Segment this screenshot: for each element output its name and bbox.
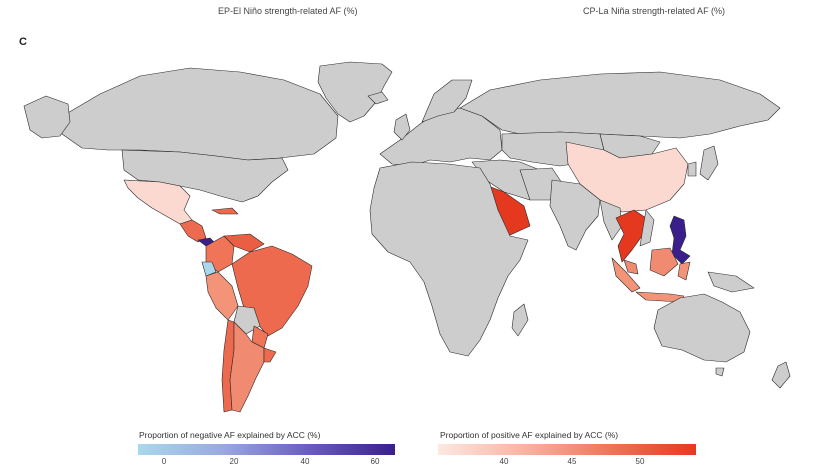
usa-region [121,149,289,203]
negative-legend-tick: 40 [300,457,310,466]
iceland-region [367,91,389,105]
positive-legend-tick: 40 [499,457,509,466]
japan-region [699,145,719,181]
madagascar-region [511,303,529,337]
thailand-region [615,209,647,263]
panel-letter: C [19,36,27,48]
central-america-region [179,219,207,243]
positive-legend-colorbar [438,444,696,455]
korea-region [687,161,697,177]
africa-region [369,161,529,357]
positive-legend-tick: 50 [635,457,645,466]
ecuador-region [201,261,217,277]
lanina-axis-label: CP-La Niña strength-related AF (%) [583,6,726,16]
new-zealand-region [771,361,791,389]
canada-region [61,67,339,161]
negative-legend-tick: 0 [161,457,167,466]
alaska-region [23,95,71,139]
venezuela-region [223,233,265,253]
malaysia-region [623,259,639,275]
bolivia-region [233,305,261,335]
elnino-axis-label: EP-El Niño strength-related AF (%) [218,6,358,16]
philippines-region [669,215,691,265]
positive-legend-title: Proportion of positive AF explained by A… [440,430,619,440]
tasmania-region [715,367,725,377]
uruguay-region [263,347,277,363]
india-region [549,179,601,251]
positive-legend-tick: 45 [567,457,577,466]
negative-legend-tick: 60 [370,457,380,466]
negative-legend-tick: 20 [229,457,239,466]
australia-region [653,293,751,363]
vietnam-region [639,209,655,247]
peru-region [205,271,239,321]
world-map [23,61,791,413]
cuba-region [211,207,239,215]
negative-legend-title: Proportion of negative AF explained by A… [139,430,321,440]
new-guinea-region [707,271,755,293]
myanmar-region [599,199,623,241]
russia-region [459,71,781,139]
sumatra-region [611,257,641,293]
sulawesi-region [677,261,691,281]
borneo-region [649,247,679,277]
negative-legend-colorbar [138,444,395,455]
scandinavia-region [421,79,473,123]
uk-region [393,113,411,141]
argentina-region [229,321,265,413]
greenland-region [317,61,393,123]
